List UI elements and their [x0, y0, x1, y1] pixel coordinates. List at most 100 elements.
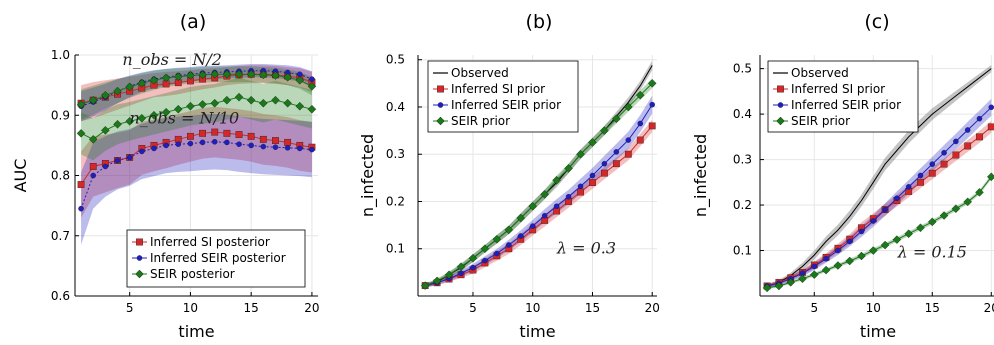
data-point [975, 188, 984, 197]
y-tick-label: 0.8 [51, 169, 70, 183]
data-point [307, 82, 317, 91]
legend-swatch [776, 116, 785, 126]
data-point [272, 137, 279, 144]
data-point [894, 195, 900, 201]
series-line [766, 68, 992, 287]
data-point [101, 91, 110, 100]
y-tick-label: 0.1 [386, 242, 405, 256]
legend-label: SEIR prior [451, 114, 510, 128]
chart-title: (b) [526, 11, 553, 33]
data-point [284, 138, 292, 146]
data-point [198, 100, 207, 109]
data-point [173, 72, 183, 81]
data-point [588, 138, 597, 147]
panel-2: 5 10 15 20 0.1 0.2 0.3 0.4 0.5 (c) time n_infected λ… [691, 11, 994, 341]
data-point [870, 218, 877, 224]
data-point [577, 183, 584, 190]
data-point [516, 213, 526, 223]
x-axis-label: time [178, 322, 214, 341]
legend-swatch [135, 269, 144, 279]
data-point [90, 172, 96, 179]
data-point [161, 107, 171, 117]
series-band [81, 65, 312, 122]
data-point [916, 223, 925, 233]
legend-swatch [136, 255, 143, 261]
y-axis-label: n_infected [358, 134, 378, 217]
data-point [468, 253, 478, 263]
x-tick-label: 10 [525, 301, 540, 315]
data-point [601, 160, 608, 167]
annotation: λ = 0.15 [897, 242, 967, 261]
chart-title: (a) [180, 11, 206, 33]
data-point [272, 144, 279, 150]
legend-swatch [436, 116, 445, 126]
data-point [529, 223, 536, 229]
y-tick-label: 0.3 [733, 153, 752, 167]
data-point [964, 127, 971, 133]
data-point [811, 263, 818, 270]
data-point [482, 257, 488, 264]
data-point [941, 150, 947, 156]
data-point [307, 104, 317, 114]
y-tick-label: 0.6 [51, 289, 70, 303]
data-point [880, 240, 890, 250]
legend-swatch [437, 85, 444, 93]
data-point [309, 146, 315, 153]
data-point [589, 179, 596, 186]
legend-swatch [136, 238, 143, 246]
data-point [624, 102, 633, 112]
data-point [518, 233, 524, 239]
x-axis-label: time [860, 322, 896, 341]
data-point [648, 122, 656, 130]
y-axis-label: AUC [11, 159, 30, 193]
data-point [259, 70, 268, 80]
data-point [762, 283, 772, 293]
data-point [857, 251, 866, 261]
data-point [187, 132, 194, 140]
data-point [199, 129, 206, 137]
data-point [187, 140, 194, 147]
legend-swatch [437, 102, 444, 108]
data-point [929, 161, 936, 167]
data-point [649, 101, 655, 108]
panel-1: 5 10 15 20 0.1 0.2 0.3 0.4 0.5 (b) time n_infected λ… [358, 11, 660, 341]
y-tick-label: 0.2 [386, 194, 405, 208]
data-point [224, 139, 230, 146]
legend-label: Inferred SEIR prior [791, 98, 901, 112]
data-point [210, 98, 220, 108]
data-point [246, 69, 256, 79]
data-point [917, 178, 924, 186]
data-point [964, 142, 972, 150]
y-tick-label: 0.7 [51, 229, 70, 243]
data-point [283, 73, 292, 82]
y-tick-label: 0.5 [733, 62, 752, 76]
legend-label: Inferred SI prior [791, 82, 885, 96]
data-point [637, 120, 644, 127]
data-point [173, 104, 183, 114]
data-point [988, 104, 994, 111]
data-point [259, 98, 268, 108]
data-point [161, 73, 171, 83]
legend-swatch [777, 85, 784, 93]
x-tick-label: 20 [984, 301, 994, 315]
data-point [833, 261, 843, 270]
data-point [163, 142, 169, 149]
legend-label: Inferred SEIR posterior [150, 251, 286, 265]
x-tick-label: 5 [126, 301, 134, 315]
data-point [892, 235, 902, 244]
y-tick-label: 0.3 [386, 147, 405, 161]
data-point [774, 281, 784, 291]
legend-box [767, 60, 919, 133]
legend-box [126, 229, 306, 288]
data-point [951, 204, 961, 213]
data-point [175, 141, 182, 147]
data-point [939, 211, 949, 220]
data-point [211, 128, 219, 136]
legend-label: SEIR prior [791, 114, 850, 128]
data-point [905, 184, 912, 190]
series-band [767, 65, 992, 288]
series-line [80, 141, 312, 209]
legend-label: Inferred SI posterior [150, 235, 270, 249]
data-point [564, 164, 573, 173]
y-tick-label: 0.4 [386, 100, 405, 114]
